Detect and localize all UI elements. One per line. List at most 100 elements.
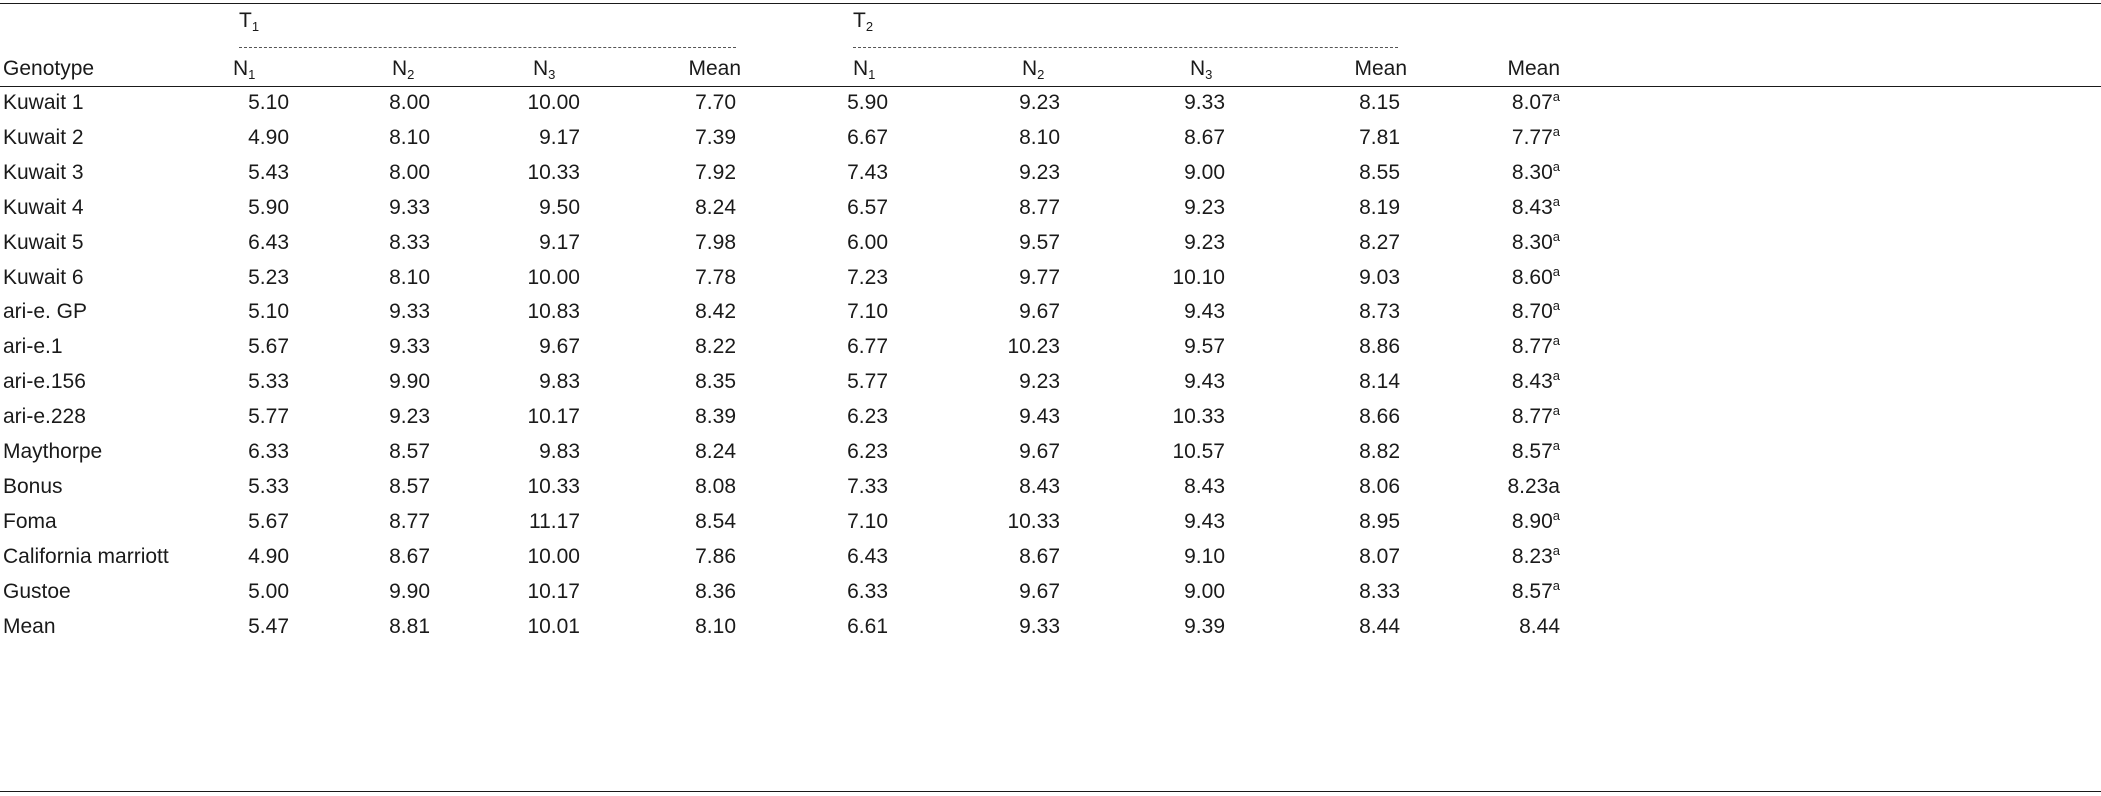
value-cell: 9.17 bbox=[539, 230, 580, 254]
value-cell: 8.57 bbox=[389, 440, 430, 463]
value-cell: 9.00 bbox=[1184, 160, 1225, 184]
value-cell: 9.33 bbox=[389, 300, 430, 324]
value-cell: 5.67 bbox=[248, 335, 289, 359]
value-cell: 5.90 bbox=[847, 91, 888, 114]
value-cell: 5.10 bbox=[248, 300, 289, 324]
value-cell: 7.23 bbox=[847, 265, 888, 289]
overall-mean-cell: 8.77a bbox=[1440, 334, 1560, 360]
table-row: ari-e.1 5.67 9.33 9.67 8.22 6.77 10.23 9.57 8.86… bbox=[0, 334, 2101, 368]
value-cell: 8.10 bbox=[695, 614, 736, 638]
overall-mean-value: 8.77 bbox=[1511, 405, 1553, 429]
value-cell: 9.57 bbox=[1019, 230, 1060, 254]
overall-mean-cell: 8.57a bbox=[1440, 439, 1560, 465]
overall-mean-value: 8.23a bbox=[1507, 474, 1560, 498]
table-row: Kuwait 3 5.43 8.00 10.33 7.92 7.43 9.23 9.00 8.5… bbox=[0, 160, 2101, 194]
value-cell: 9.67 bbox=[1019, 579, 1060, 603]
bottom-rule bbox=[0, 791, 2101, 792]
value-cell: 9.67 bbox=[539, 335, 580, 359]
value-cell: 5.43 bbox=[248, 160, 289, 184]
value-cell: 8.55 bbox=[1359, 160, 1400, 184]
significance-letter: a bbox=[1552, 403, 1560, 419]
group-header-t1: T1 bbox=[239, 9, 260, 34]
significance-letter: a bbox=[1552, 158, 1560, 174]
value-cell: 7.92 bbox=[695, 160, 736, 184]
value-cell: 8.24 bbox=[695, 195, 736, 219]
value-cell: 5.77 bbox=[248, 405, 289, 429]
value-cell: 8.08 bbox=[695, 474, 736, 498]
value-cell: 10.23 bbox=[1007, 335, 1060, 359]
value-cell: 6.43 bbox=[847, 544, 888, 568]
value-cell: 8.66 bbox=[1359, 405, 1400, 429]
value-cell: 8.27 bbox=[1359, 230, 1400, 254]
genotype-cell: Mean bbox=[3, 614, 56, 638]
value-cell: 7.98 bbox=[695, 230, 736, 254]
value-cell: 8.39 bbox=[695, 405, 736, 429]
col-header-t2-mean: Mean bbox=[1354, 57, 1407, 80]
table-row: Foma 5.67 8.77 11.17 8.54 7.10 10.33 9.43 8.95 8.… bbox=[0, 509, 2101, 543]
value-cell: 6.43 bbox=[248, 230, 289, 254]
value-cell: 9.67 bbox=[1019, 440, 1060, 463]
genotype-cell: Kuwait 4 bbox=[3, 195, 84, 219]
value-cell: 7.39 bbox=[695, 125, 736, 149]
col-header-t1-n2: N2 bbox=[392, 57, 415, 82]
value-cell: 8.22 bbox=[695, 335, 736, 359]
value-cell: 9.43 bbox=[1184, 509, 1225, 533]
value-cell: 9.23 bbox=[389, 405, 430, 429]
table-row: Kuwait 1 5.10 8.00 10.00 7.70 5.90 9.23 9.33 8.1… bbox=[0, 90, 2101, 124]
value-cell: 8.15 bbox=[1359, 91, 1400, 114]
value-cell: 8.36 bbox=[695, 579, 736, 603]
overall-mean-cell: 7.77a bbox=[1440, 125, 1560, 151]
value-cell: 9.90 bbox=[389, 370, 430, 394]
value-cell: 6.61 bbox=[847, 614, 888, 638]
value-cell: 8.86 bbox=[1359, 335, 1400, 359]
genotype-cell: Maythorpe bbox=[3, 440, 103, 463]
value-cell: 4.90 bbox=[248, 125, 289, 149]
value-cell: 5.33 bbox=[248, 474, 289, 498]
overall-mean-value: 8.23 bbox=[1511, 544, 1553, 568]
significance-letter: a bbox=[1552, 333, 1560, 349]
genotype-cell: Gustoe bbox=[3, 579, 71, 603]
overall-mean-cell: 8.23a bbox=[1440, 474, 1560, 500]
overall-mean-cell: 8.57a bbox=[1440, 579, 1560, 605]
table-row: California marriott 4.90 8.67 10.00 7.86 6.43… bbox=[0, 544, 2101, 578]
col-header-t1-n1: N1 bbox=[233, 57, 256, 82]
significance-letter: a bbox=[1552, 228, 1560, 244]
value-cell: 10.83 bbox=[527, 300, 580, 324]
value-cell: 8.67 bbox=[389, 544, 430, 568]
value-cell: 9.10 bbox=[1184, 544, 1225, 568]
value-cell: 8.35 bbox=[695, 370, 736, 394]
value-cell: 8.19 bbox=[1359, 195, 1400, 219]
table-row: Bonus 5.33 8.57 10.33 8.08 7.33 8.43 8.43 8.06 8.… bbox=[0, 474, 2101, 508]
value-cell: 7.81 bbox=[1359, 125, 1400, 149]
table-row: Gustoe 5.00 9.90 10.17 8.36 6.33 9.67 9.00 8.33 8… bbox=[0, 579, 2101, 613]
value-cell: 9.43 bbox=[1019, 405, 1060, 429]
significance-letter: a bbox=[1552, 507, 1560, 523]
value-cell: 8.06 bbox=[1359, 474, 1400, 498]
overall-mean-value: 8.44 bbox=[1519, 614, 1560, 638]
value-cell: 9.77 bbox=[1019, 265, 1060, 289]
value-cell: 6.67 bbox=[847, 125, 888, 149]
table-row: Maythorpe 6.33 8.57 9.83 8.24 6.23 9.67 10.57 8.… bbox=[0, 439, 2101, 473]
value-cell: 6.33 bbox=[847, 579, 888, 603]
value-cell: 9.23 bbox=[1019, 91, 1060, 114]
value-cell: 9.33 bbox=[389, 335, 430, 359]
value-cell: 5.67 bbox=[248, 509, 289, 533]
value-cell: 6.77 bbox=[847, 335, 888, 359]
overall-mean-cell: 8.60a bbox=[1440, 265, 1560, 291]
genotype-cell: Foma bbox=[3, 509, 57, 533]
value-cell: 9.67 bbox=[1019, 300, 1060, 324]
col-header-t1-n3: N3 bbox=[533, 57, 556, 82]
col-header-t2-n1: N1 bbox=[853, 57, 876, 82]
significance-letter: a bbox=[1552, 263, 1560, 279]
overall-mean-cell: 8.43a bbox=[1440, 195, 1560, 221]
value-cell: 9.83 bbox=[539, 370, 580, 394]
group-rule-t2 bbox=[853, 47, 1398, 48]
value-cell: 9.43 bbox=[1184, 370, 1225, 394]
genotype-cell: California marriott bbox=[3, 544, 169, 568]
overall-mean-cell: 8.70a bbox=[1440, 299, 1560, 325]
value-cell: 5.00 bbox=[248, 579, 289, 603]
overall-mean-value: 8.43 bbox=[1511, 195, 1553, 219]
value-cell: 6.33 bbox=[248, 440, 289, 463]
value-cell: 9.03 bbox=[1359, 265, 1400, 289]
table-row: ari-e.156 5.33 9.90 9.83 8.35 5.77 9.23 9.43 8.1… bbox=[0, 369, 2101, 403]
